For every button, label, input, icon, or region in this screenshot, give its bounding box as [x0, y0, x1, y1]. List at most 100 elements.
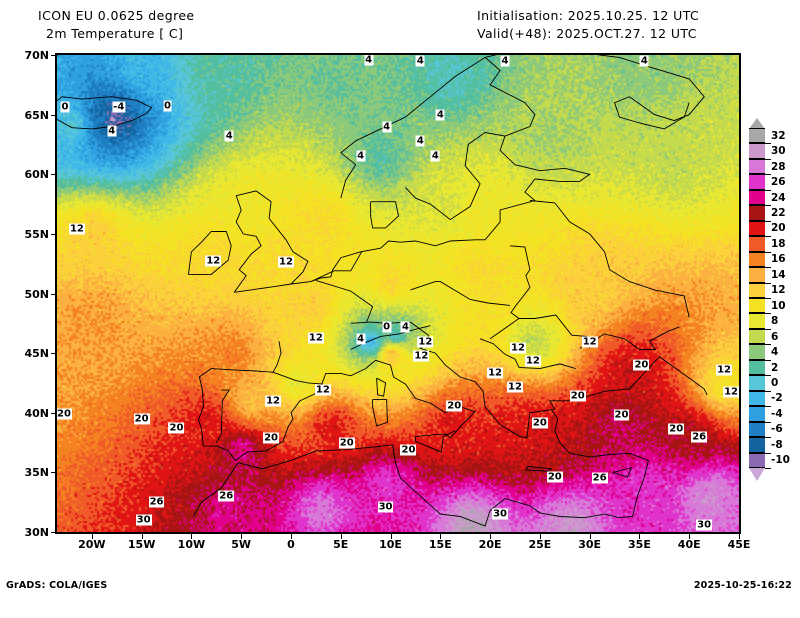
colorbar-tick [765, 468, 771, 469]
colorbar-tick-label: 28 [771, 160, 786, 173]
lon-tick [141, 533, 143, 539]
colorbar-tick [765, 267, 771, 269]
lon-tick-label: 40E [677, 538, 701, 551]
lat-tick-label: 70N [24, 49, 49, 62]
contour-label: 12 [487, 367, 504, 379]
lat-tick-label: 35N [24, 466, 49, 480]
contour-label: 12 [723, 386, 739, 398]
contour-label: 20 [546, 471, 563, 483]
temperature-colorbar[interactable]: 32 30 28 26 24 22 20 18 16 14 12 10 8 6 4 2 0 -2 -4 -6 -8 -10 [749, 128, 790, 469]
map-plot-area[interactable]: 0 -4 0 4 4 4 4 4 4 4 4 4 4 4 12 12 12 12 4 0 4 12 12 12 12 12 12 12… [55, 53, 741, 534]
contour-label: 12 [413, 350, 430, 361]
colorbar-tick-label: 4 [771, 346, 779, 359]
field-title: 2m Temperature [ C] [46, 26, 184, 41]
lat-tick-label: 30N [24, 526, 49, 539]
contour-label: 4 [107, 125, 117, 137]
lon-tick [340, 533, 342, 539]
colorbar-segment [749, 251, 765, 268]
lon-tick-label: 30E [578, 538, 602, 551]
contour-label: 30 [696, 519, 713, 531]
contour-label: 12 [68, 223, 85, 235]
colorbar-tick-label: 0 [771, 377, 779, 389]
colorbar-segment [749, 421, 765, 438]
lon-tick [390, 533, 392, 539]
contour-label: 0 [382, 321, 392, 333]
contour-label: 20 [400, 444, 417, 456]
colorbar-tick-label: 22 [771, 207, 786, 219]
contour-label: 20 [168, 422, 185, 434]
lat-tick-label: 45N [24, 347, 49, 361]
colorbar-tick-label: -2 [771, 392, 783, 405]
contour-label: 4 [415, 55, 425, 67]
lon-tick-label: 5E [333, 538, 349, 551]
colorbar-segment [749, 128, 765, 144]
lat-tick [51, 114, 57, 116]
coastlines-overlay [57, 55, 708, 527]
lon-tick [191, 533, 193, 539]
lon-tick-label: 10W [177, 538, 206, 551]
contour-label: 30 [377, 501, 394, 513]
contour-label: 4 [400, 321, 410, 333]
contour-label: 30 [135, 514, 152, 526]
colorbar-over-arrow [749, 118, 765, 129]
colorbar-tick-label: 12 [771, 284, 786, 297]
lon-tick-label: 25E [528, 538, 552, 551]
lon-tick-label: 45E [727, 538, 751, 551]
colorbar-segment [749, 220, 765, 237]
contour-label: 4 [435, 109, 445, 121]
colorbar-segment [749, 282, 765, 298]
contour-label: 20 [569, 390, 586, 402]
colorbar-tick-label: 8 [771, 315, 779, 328]
colorbar-segment [749, 143, 765, 159]
contour-label: 20 [613, 409, 630, 421]
colorbar-tick-label: -10 [771, 454, 790, 467]
contour-label: 12 [507, 381, 523, 392]
contour-label: 30 [492, 508, 509, 520]
contour-label: 20 [446, 400, 463, 412]
lon-tick-label: 15E [428, 538, 452, 551]
lon-tick-label: 5W [231, 538, 252, 551]
colorbar-tick [765, 390, 771, 392]
lon-tick-label: 35E [628, 538, 651, 551]
colorbar-tick [765, 251, 771, 253]
contour-label: 4 [382, 121, 392, 133]
credit-label: GrADS: COLA/IGES [6, 580, 108, 591]
contour-label: 26 [591, 472, 608, 484]
colorbar-segment [749, 437, 765, 453]
contour-label: 20 [263, 432, 280, 444]
lon-tick [241, 533, 243, 539]
lon-tick-label: 15W [127, 538, 156, 551]
colorbar-segment [749, 174, 765, 190]
colorbar-tick [765, 205, 771, 207]
contour-label: 12 [265, 395, 282, 407]
colorbar-segment [749, 375, 765, 391]
render-timestamp: 2025-10-25-16:22 [693, 580, 792, 591]
lat-tick-label: 65N [24, 108, 49, 122]
contour-label: 12 [510, 342, 526, 354]
colorbar-tick [765, 189, 771, 191]
contour-label: 4 [364, 54, 374, 66]
colorbar-tick [765, 344, 771, 346]
lon-tick [490, 533, 492, 539]
colorbar-tick-label: 10 [771, 299, 786, 312]
contour-label: 12 [524, 355, 541, 367]
lon-tick-label: 20E [478, 538, 502, 551]
colorbar-tick [765, 282, 771, 284]
colorbar-segment [749, 344, 765, 360]
colorbar-tick [765, 421, 771, 423]
colorbar-tick [765, 236, 771, 238]
colorbar-under-arrow [749, 468, 765, 481]
colorbar-segment [749, 359, 765, 376]
contour-label: 20 [57, 408, 72, 420]
colorbar-tick [765, 220, 771, 222]
valid-time-text: Valid(+48): 2025.OCT.27. 12 UTC [477, 26, 697, 41]
colorbar-segment [749, 390, 765, 407]
lon-tick-label: 0 [287, 538, 295, 551]
contour-label: 12 [205, 255, 222, 267]
lon-tick [539, 533, 541, 539]
colorbar-tick-label: 14 [771, 268, 786, 281]
lat-tick [51, 532, 57, 533]
colorbar-segment [749, 267, 765, 283]
colorbar-tick [765, 406, 771, 408]
contour-label: 12 [716, 364, 733, 376]
